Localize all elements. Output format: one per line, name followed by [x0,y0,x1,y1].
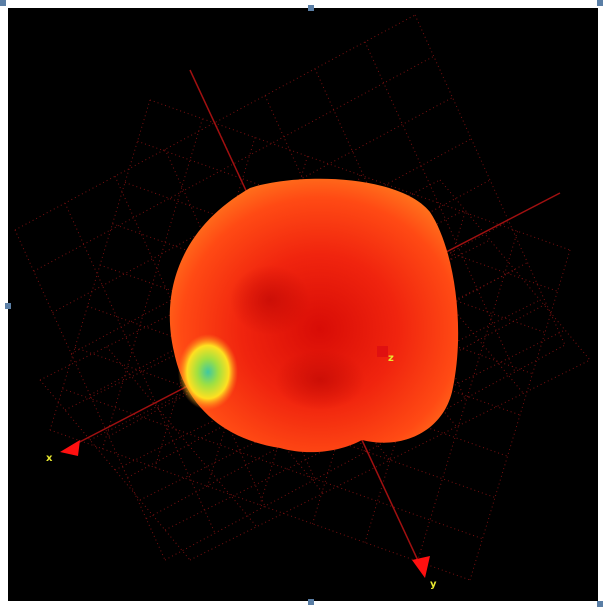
grid-line [189,359,591,561]
grid-line [314,68,466,399]
radiation-pattern [169,178,459,453]
handle [0,0,6,6]
axis-cone [60,440,80,456]
grid-line [64,202,216,534]
grid-line [14,229,166,561]
shade [230,265,310,335]
axis-cone [412,556,430,578]
axis-label: y [430,579,437,590]
axis-cube [377,346,388,357]
grid-line [417,231,518,562]
grid-line [414,14,566,346]
shade [275,350,365,410]
grid-line [102,118,203,449]
axis-label: z [388,353,394,364]
grid-line [164,149,316,480]
handle [597,0,603,6]
axis-label: x [46,453,53,464]
handle [308,599,314,605]
handle [597,601,603,607]
grid-line [114,176,266,507]
grid-line [364,41,516,373]
grid-line [164,329,566,531]
hot-spot [178,334,238,410]
handle [308,5,314,11]
grid-line [469,249,571,581]
handle [5,303,11,309]
grid-line [264,95,416,426]
